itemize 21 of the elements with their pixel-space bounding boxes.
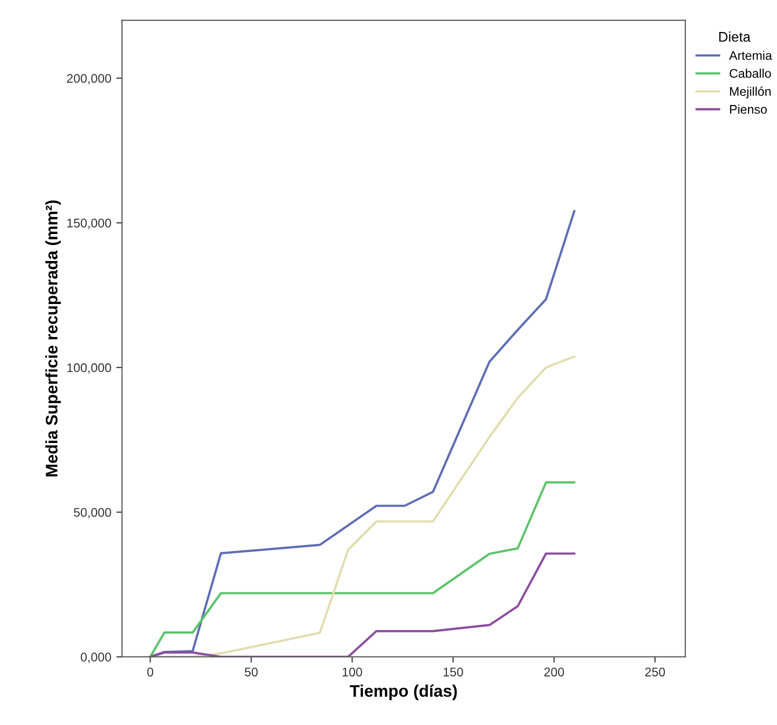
y-tick-label: 100,000 <box>67 363 112 374</box>
line-series <box>149 355 576 657</box>
y-tick-label: 150,000 <box>67 218 112 229</box>
x-tick-label: 200 <box>544 668 564 676</box>
legend-title: Dieta <box>719 32 751 42</box>
y-tick-label: 200,000 <box>67 74 112 84</box>
line-series <box>149 481 576 657</box>
x-tick-label: 50 <box>244 668 258 676</box>
legend-label: Caballo <box>730 68 771 78</box>
x-tick-label: 250 <box>645 668 665 676</box>
y-tick-label: 50,000 <box>74 508 112 518</box>
line-series <box>149 552 576 657</box>
x-axis-title: Tiempo (días) <box>350 684 457 700</box>
legend-label: Mejillón <box>730 86 771 98</box>
y-tick-label: 0,000 <box>80 652 112 663</box>
x-tick-label: 0 <box>147 668 154 676</box>
legend-label: Artemia <box>729 50 772 60</box>
x-tick-label: 150 <box>444 668 464 676</box>
x-tick-label: 100 <box>342 668 362 676</box>
y-axis-title: Media Superficie recuperada (mm²) <box>45 200 61 476</box>
legend-label: Pienso <box>730 104 767 114</box>
